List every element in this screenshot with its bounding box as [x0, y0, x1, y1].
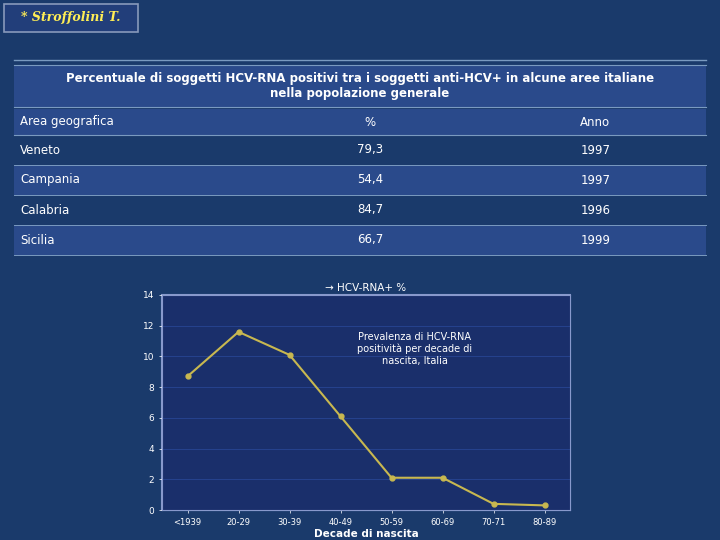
- FancyBboxPatch shape: [162, 295, 570, 510]
- Title: → HCV-RNA+ %: → HCV-RNA+ %: [325, 283, 407, 293]
- Text: Anno: Anno: [580, 116, 611, 129]
- Text: Calabria: Calabria: [20, 204, 69, 217]
- FancyBboxPatch shape: [14, 135, 706, 165]
- Text: Percentuale di soggetti HCV-RNA positivi tra i soggetti anti-HCV+ in alcune aree: Percentuale di soggetti HCV-RNA positivi…: [66, 72, 654, 100]
- Text: Area geografica: Area geografica: [20, 116, 114, 129]
- Text: 84,7: 84,7: [357, 204, 384, 217]
- Text: 1997: 1997: [580, 173, 611, 186]
- Text: 66,7: 66,7: [357, 233, 384, 246]
- FancyBboxPatch shape: [14, 195, 706, 225]
- FancyBboxPatch shape: [4, 4, 138, 32]
- Text: * Stroffolini T.: * Stroffolini T.: [22, 11, 121, 24]
- FancyBboxPatch shape: [14, 109, 256, 135]
- Text: Veneto: Veneto: [20, 144, 61, 157]
- FancyBboxPatch shape: [14, 65, 706, 107]
- Text: Sicilia: Sicilia: [20, 233, 55, 246]
- Text: 1997: 1997: [580, 144, 611, 157]
- Text: 1996: 1996: [580, 204, 611, 217]
- FancyBboxPatch shape: [256, 109, 485, 135]
- Text: Prevalenza di HCV-RNA
positività per decade di
nascita, Italia: Prevalenza di HCV-RNA positività per dec…: [357, 332, 472, 366]
- Text: 54,4: 54,4: [357, 173, 384, 186]
- Text: 79,3: 79,3: [357, 144, 384, 157]
- Text: Campania: Campania: [20, 173, 80, 186]
- X-axis label: Decade di nascita: Decade di nascita: [314, 529, 418, 539]
- Text: 1999: 1999: [580, 233, 611, 246]
- FancyBboxPatch shape: [14, 165, 706, 195]
- Text: %: %: [365, 116, 376, 129]
- FancyBboxPatch shape: [485, 109, 706, 135]
- FancyBboxPatch shape: [14, 225, 706, 255]
